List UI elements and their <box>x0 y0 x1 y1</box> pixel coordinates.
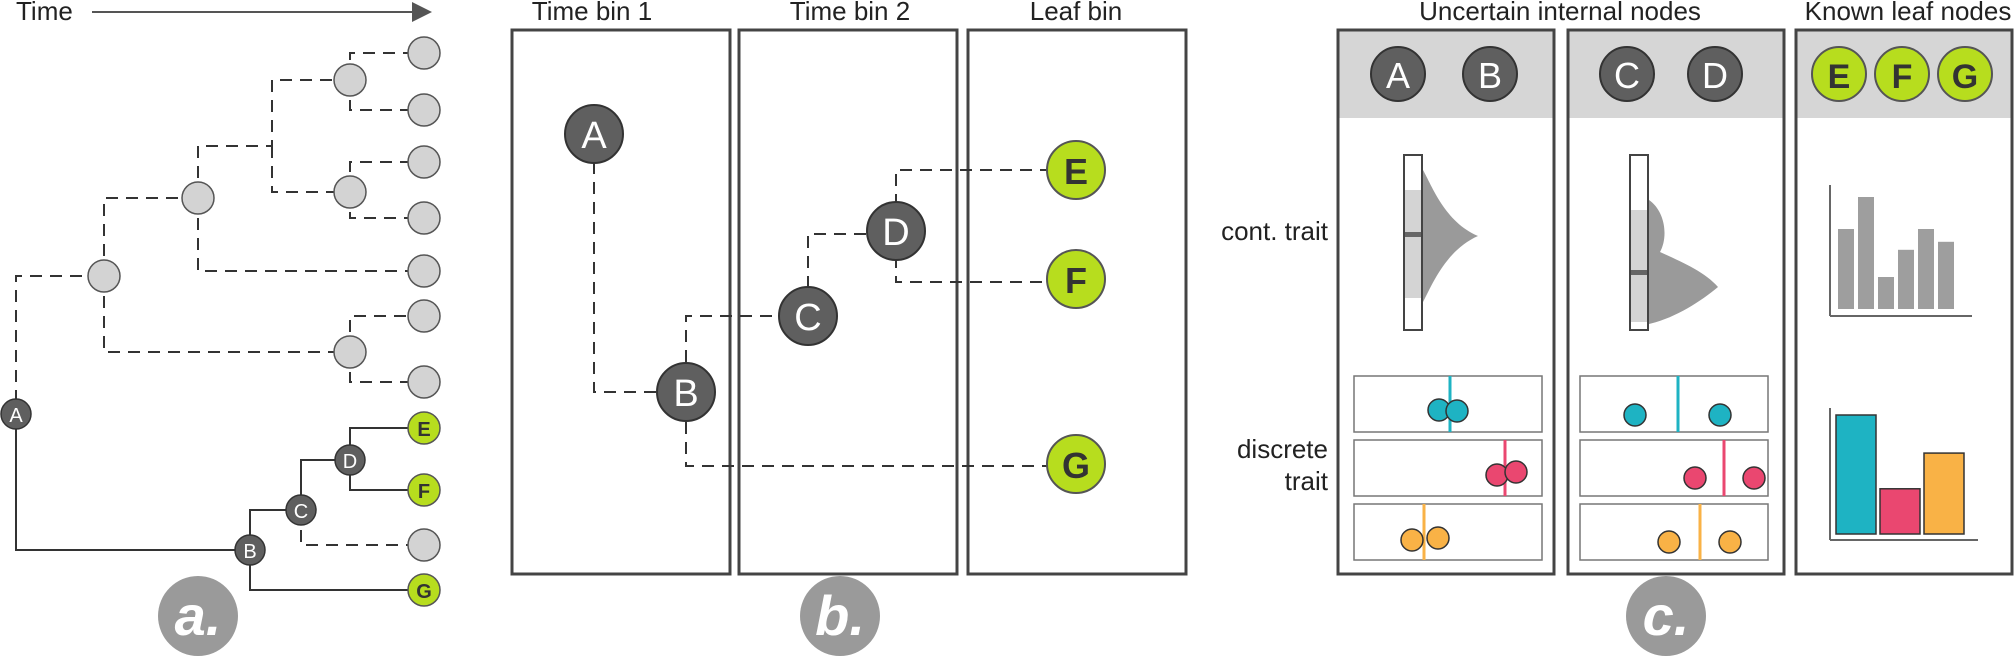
svg-text:A: A <box>1386 55 1410 96</box>
bin-node-f: F <box>1046 249 1106 309</box>
svg-text:D: D <box>882 212 909 254</box>
svg-text:D: D <box>1702 55 1728 96</box>
svg-text:A: A <box>9 405 23 427</box>
col2-discrete-pink <box>1579 439 1769 497</box>
bin-node-e: E <box>1046 140 1106 200</box>
badge-c: c. <box>1626 576 1706 656</box>
col3-node-e: E <box>1811 46 1867 102</box>
svg-text:C: C <box>1614 55 1640 96</box>
tree-node-g: G <box>407 573 441 607</box>
svg-text:E: E <box>417 419 430 441</box>
svg-text:E: E <box>1064 151 1088 192</box>
svg-text:B: B <box>673 373 698 415</box>
col1-discrete-teal <box>1353 375 1543 433</box>
histogram-bar <box>1898 249 1914 309</box>
tree-node-d: D <box>334 444 366 476</box>
category-bar-orange <box>1923 452 1965 535</box>
panel-b: Time bin 1 Time bin 2 Leaf bin A B C <box>510 0 1188 656</box>
bin-node-d: D <box>866 201 926 261</box>
bin-node-g: G <box>1046 434 1106 494</box>
leaf-categorical-bars <box>1829 408 1978 541</box>
col3-node-f: F <box>1874 46 1930 102</box>
bin-node-c: C <box>778 286 838 346</box>
svg-text:C: C <box>294 501 308 523</box>
col1-discrete-pink <box>1353 439 1543 497</box>
time-bin-2-header: Time bin 2 <box>790 0 910 26</box>
bin-edges <box>593 162 1048 467</box>
svg-text:F: F <box>1065 260 1087 301</box>
time-bin-1-box <box>510 28 732 576</box>
svg-text:F: F <box>418 481 430 503</box>
col1-cont-trait <box>1403 154 1478 331</box>
svg-text:c.: c. <box>1643 584 1690 647</box>
col3-box <box>1794 28 2014 576</box>
panel-c: Uncertain internal nodes Known leaf node… <box>1221 0 2014 656</box>
bin-node-b: B <box>656 362 716 422</box>
histogram-bar <box>1918 229 1934 309</box>
svg-text:B: B <box>1478 55 1502 96</box>
category-bar-teal <box>1835 414 1877 535</box>
tree-node-f: F <box>407 473 441 507</box>
tree-edges <box>15 52 424 591</box>
col1-node-a: A <box>1370 46 1426 102</box>
bin-node-a: A <box>564 104 624 164</box>
time-label: Time <box>16 0 73 26</box>
col2-cont-trait <box>1629 154 1718 331</box>
known-header: Known leaf nodes <box>1805 0 2012 26</box>
discrete-trait-label-1: discrete <box>1237 434 1328 464</box>
tree-grey-nodes <box>87 36 441 562</box>
histogram-bar <box>1938 241 1954 309</box>
panel-a: Time <box>0 0 441 656</box>
svg-text:G: G <box>416 581 432 603</box>
tree-node-c: C <box>285 494 317 526</box>
col2-box <box>1566 28 1786 576</box>
col2-discrete-orange <box>1579 503 1769 561</box>
svg-text:C: C <box>794 297 821 339</box>
time-bin-2-box <box>737 28 959 576</box>
histogram-bar <box>1858 197 1874 309</box>
col1-box <box>1336 28 1556 576</box>
svg-text:a.: a. <box>175 584 222 647</box>
col2-density <box>1649 200 1718 324</box>
col1-discrete-orange <box>1353 503 1543 561</box>
uncertain-header: Uncertain internal nodes <box>1419 0 1701 26</box>
svg-text:E: E <box>1828 58 1851 96</box>
category-bar-pink <box>1879 488 1921 535</box>
histogram-bar <box>1838 229 1854 309</box>
leaf-histogram <box>1829 185 1972 317</box>
cont-trait-label: cont. trait <box>1221 216 1329 246</box>
histogram-bar <box>1878 277 1894 309</box>
tree-node-b: B <box>234 534 266 566</box>
svg-text:G: G <box>1952 58 1978 96</box>
col2-node-c: C <box>1599 46 1655 102</box>
svg-text:G: G <box>1062 445 1090 486</box>
badge-a: a. <box>158 576 238 656</box>
svg-text:b.: b. <box>815 584 865 647</box>
discrete-trait-label-2: trait <box>1285 466 1329 496</box>
col3-node-g: G <box>1937 46 1993 102</box>
col2-discrete-teal <box>1579 375 1769 433</box>
leaf-bin-header: Leaf bin <box>1030 0 1123 26</box>
badge-b: b. <box>800 576 880 656</box>
col1-density <box>1423 170 1478 302</box>
svg-text:D: D <box>343 451 357 473</box>
tree-node-a: A <box>0 398 32 430</box>
leaf-bin-box <box>966 28 1188 576</box>
col1-node-b: B <box>1462 46 1518 102</box>
svg-text:A: A <box>581 115 607 157</box>
svg-text:F: F <box>1892 58 1913 96</box>
tree-node-e: E <box>407 411 441 445</box>
svg-text:B: B <box>243 541 256 563</box>
time-bin-1-header: Time bin 1 <box>532 0 652 26</box>
col2-node-d: D <box>1687 46 1743 102</box>
